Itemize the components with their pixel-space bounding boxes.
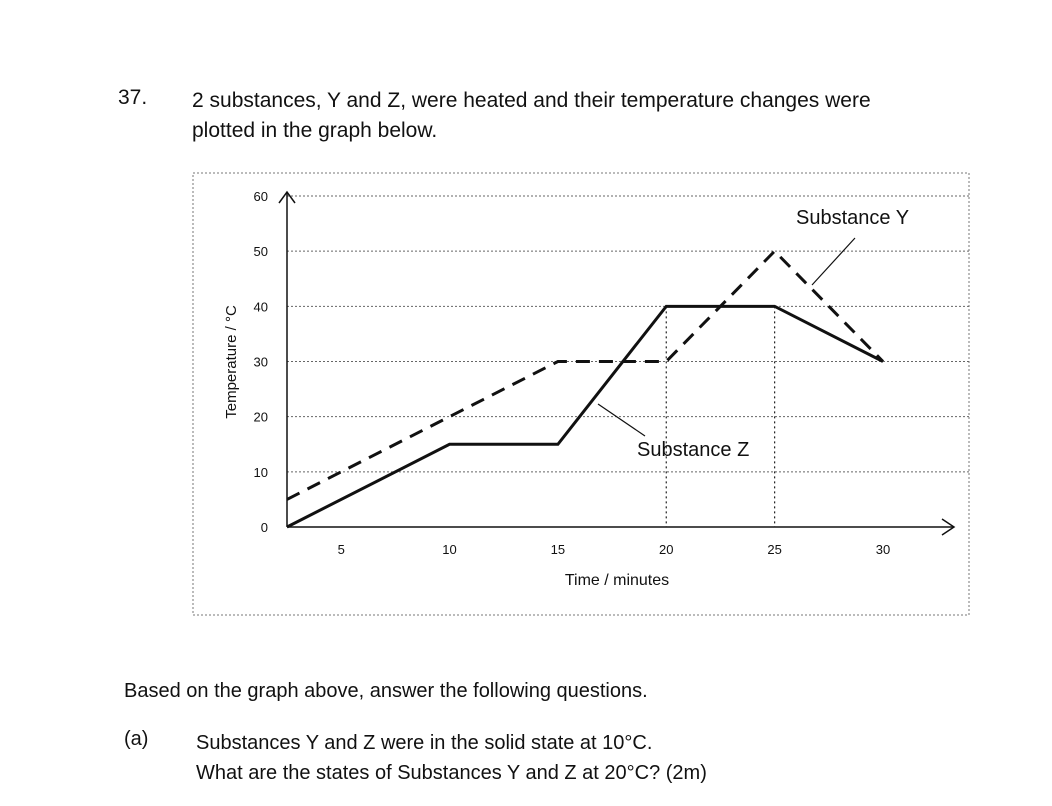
- x-tick-label-25: 25: [767, 542, 781, 557]
- x-axis-label: Time / minutes: [565, 572, 669, 589]
- y-tick-label-60: 60: [254, 189, 268, 204]
- series-line-substance-y: [287, 251, 883, 499]
- leader-line-substance-y: [812, 238, 855, 285]
- part-a-line-1: Substances Y and Z were in the solid sta…: [196, 728, 707, 758]
- y-axis-label: Temperature / °C: [223, 305, 240, 419]
- x-tick-label-30: 30: [876, 542, 890, 557]
- y-tick-label-20: 20: [254, 410, 268, 425]
- y-tick-label-50: 50: [254, 244, 268, 259]
- y-tick-label-10: 10: [254, 465, 268, 480]
- y-tick-label-30: 30: [254, 355, 268, 370]
- leader-line-substance-z: [598, 404, 645, 436]
- part-a-text: Substances Y and Z were in the solid sta…: [196, 728, 707, 788]
- x-tick-label-5: 5: [338, 542, 345, 557]
- x-tick-label-10: 10: [442, 542, 456, 557]
- tick-labels: 0 10 20 30 40 50 60 5 10 15 20 25 30: [254, 189, 891, 557]
- x-tick-label-15: 15: [551, 542, 565, 557]
- chart-frame: [193, 173, 969, 615]
- y-tick-label-40: 40: [254, 299, 268, 314]
- y-tick-label-0: 0: [261, 520, 268, 535]
- instructions-text: Based on the graph above, answer the fol…: [124, 680, 648, 703]
- series-lines: [287, 251, 883, 527]
- annotation-substance-y: Substance Y: [796, 207, 909, 229]
- axes: [279, 192, 954, 535]
- annotation-substance-z: Substance Z: [637, 439, 749, 461]
- part-a-line-2: What are the states of Substances Y and …: [196, 758, 707, 788]
- part-a-label: (a): [124, 728, 148, 751]
- x-tick-label-20: 20: [659, 542, 673, 557]
